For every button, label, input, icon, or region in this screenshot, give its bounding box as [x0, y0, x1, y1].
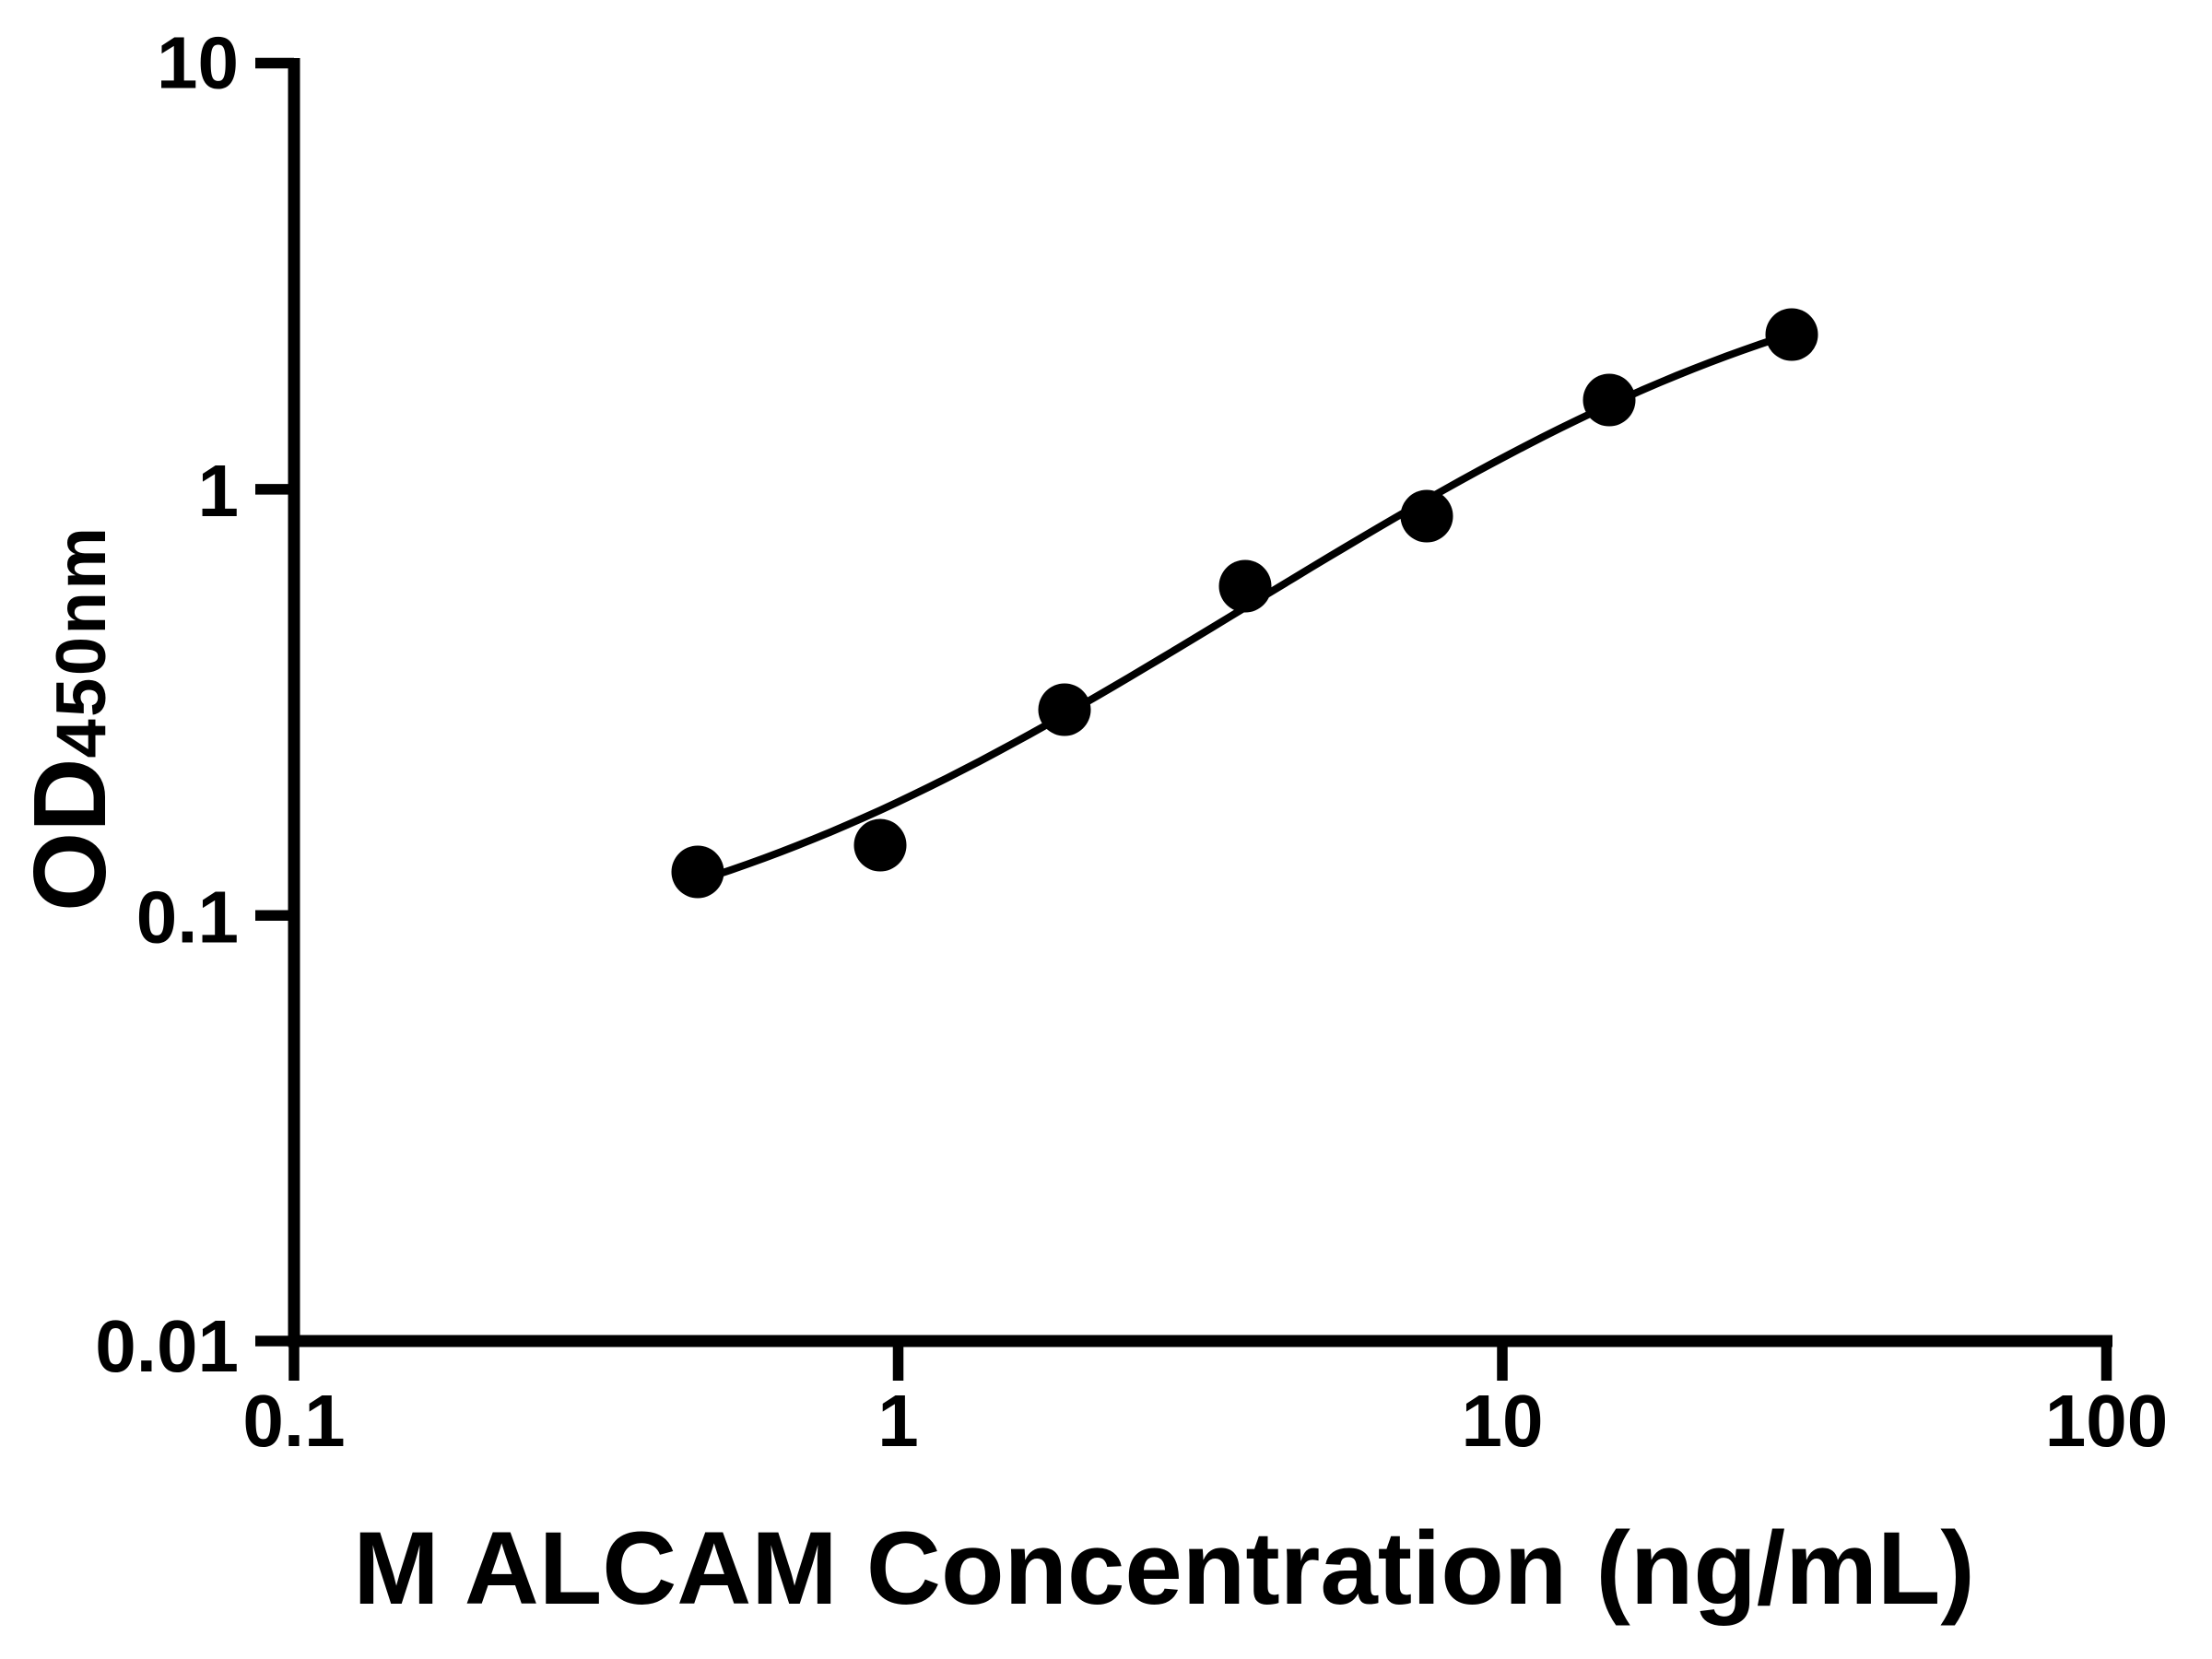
- svg-text:1: 1: [198, 450, 240, 532]
- svg-text:10: 10: [157, 22, 239, 104]
- svg-text:M ALCAM Concentration (ng/mL): M ALCAM Concentration (ng/mL): [353, 1510, 1974, 1626]
- svg-text:0.1: 0.1: [242, 1380, 345, 1462]
- svg-text:1: 1: [877, 1380, 919, 1462]
- svg-text:100: 100: [2045, 1380, 2168, 1462]
- svg-text:0.1: 0.1: [136, 876, 239, 958]
- svg-text:0.01: 0.01: [95, 1305, 239, 1387]
- svg-text:10: 10: [1462, 1380, 1544, 1462]
